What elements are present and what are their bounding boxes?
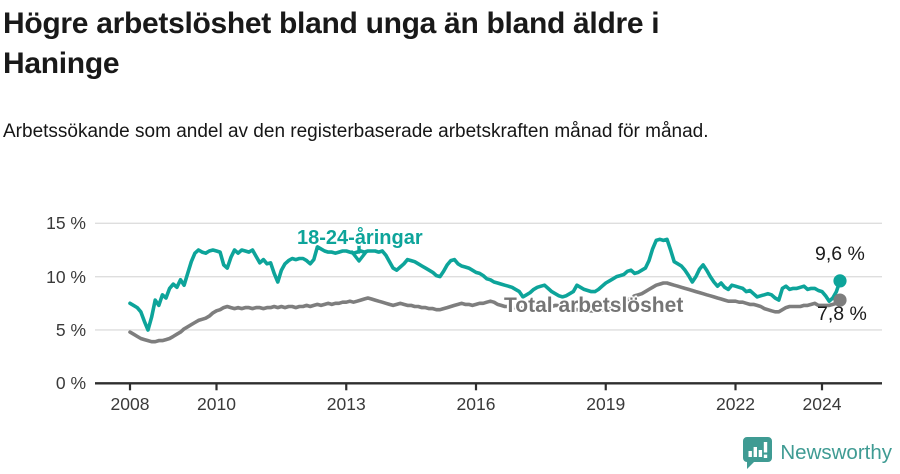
y-tick-label: 0 % — [55, 373, 86, 394]
newsworthy-logo-text: Newsworthy — [780, 440, 892, 464]
series-label-total: Total arbetslöshet — [504, 294, 684, 317]
newsworthy-logo: Newsworthy — [742, 436, 892, 469]
x-tick-label: 2010 — [197, 394, 236, 414]
y-tick-label: 10 % — [46, 266, 86, 287]
x-tick-label: 2008 — [110, 394, 150, 414]
y-tick-label: 5 % — [55, 319, 86, 340]
chart-title: Högre arbetslöshet bland unga än bland ä… — [3, 7, 660, 80]
end-value-youth: 9,6 % — [815, 243, 865, 265]
end-value-total: 7,8 % — [817, 303, 867, 325]
x-tick-label: 2022 — [716, 394, 755, 414]
newsworthy-logo-icon — [743, 437, 773, 469]
x-tick-label: 2016 — [456, 394, 496, 414]
x-tick-label: 2024 — [802, 394, 842, 414]
series-label-youth: 18-24-åringar — [297, 227, 423, 249]
x-tick-label: 2019 — [586, 394, 626, 414]
chart-subtitle: Arbetssökande som andel av den registerb… — [3, 121, 709, 142]
x-tick-label: 2013 — [326, 394, 366, 414]
y-tick-label: 15 % — [46, 213, 86, 234]
